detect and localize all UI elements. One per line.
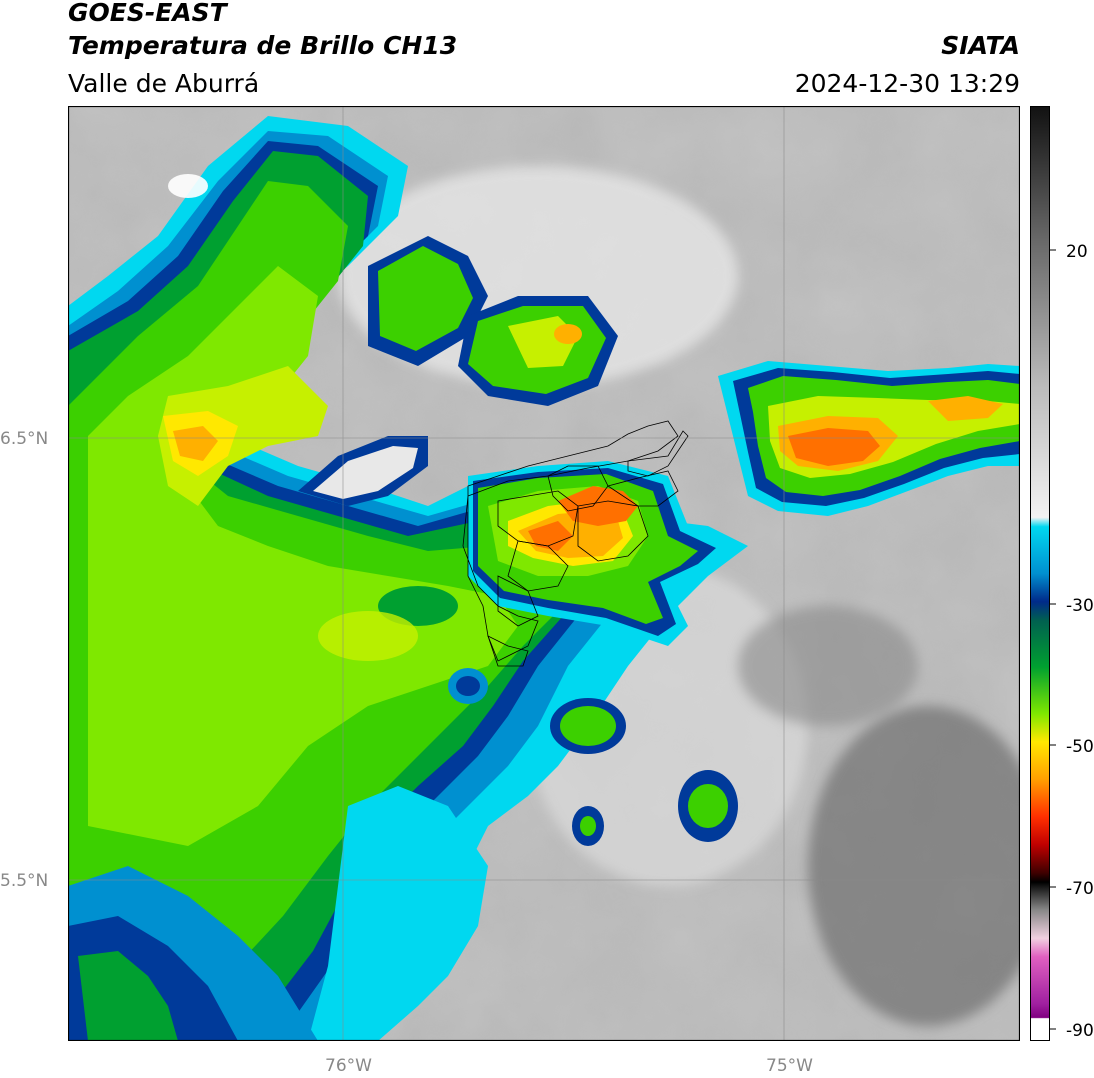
graticule [68,106,1020,1041]
central-storm [468,461,728,646]
southwest-streaks [68,786,488,1041]
datetime-label: 2024-12-30 13:29 [794,69,1020,98]
colorbar-tick-minus90: -90 [1066,1021,1094,1041]
dark-area [808,706,1020,1026]
colorbar-tick-marks [1050,249,1056,1030]
eastern-storm [718,361,1020,516]
lon-label-75: 75°W [766,1056,813,1076]
northern-arm [378,246,473,351]
colorbar [1030,106,1050,1041]
agency-label: SIATA [941,31,1020,60]
satellite-title: GOES-EAST [68,0,227,27]
lat-label-5-5: 5.5°N [0,871,49,891]
product-title: Temperatura de Brillo CH13 [68,31,458,60]
western-storm [68,116,748,1041]
colorbar-tick-minus70: -70 [1066,879,1094,899]
region-label: Valle de Aburrá [68,69,260,98]
municipal-boundaries [462,420,689,667]
map-frame [68,106,1020,1041]
colorbar-tick-20: 20 [1066,242,1088,262]
dark-area [738,606,918,726]
satellite-map [68,106,1020,1041]
colorbar-tick-minus50: -50 [1066,737,1094,757]
southern-cells [448,668,738,846]
cloud-gap [313,446,418,499]
colorbar-tick-minus30: -30 [1066,596,1094,616]
lon-label-76: 76°W [325,1056,372,1076]
lat-label-6-5: 6.5°N [0,429,49,449]
